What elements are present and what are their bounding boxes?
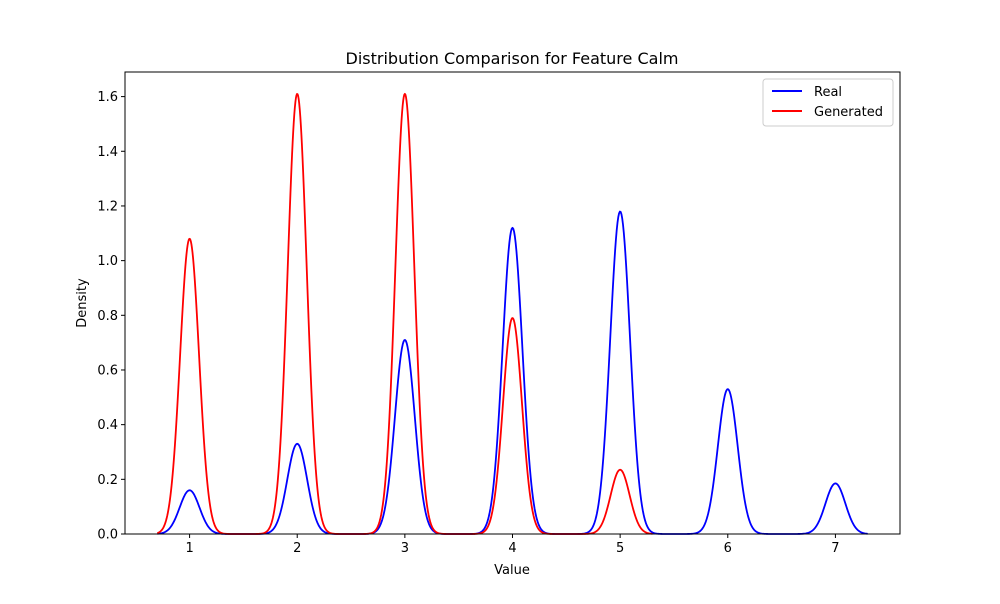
x-tick-label: 2 <box>293 541 301 556</box>
x-tick-label: 7 <box>831 541 839 556</box>
y-tick-label: 0.6 <box>97 363 118 378</box>
x-axis-ticks: 1 2 3 4 5 6 7 <box>185 534 840 556</box>
legend-real-label: Real <box>814 85 842 100</box>
x-tick-label: 6 <box>724 541 732 556</box>
chart-title: Distribution Comparison for Feature Calm <box>346 49 679 68</box>
series-line-real <box>157 210 868 535</box>
x-tick-label: 4 <box>508 541 516 556</box>
y-tick-label: 0.0 <box>97 528 118 543</box>
x-tick-label: 5 <box>616 541 624 556</box>
x-tick-label: 3 <box>401 541 409 556</box>
legend-generated-label: Generated <box>814 105 883 120</box>
y-axis-label: Density <box>75 278 90 328</box>
plot-frame <box>124 71 901 535</box>
legend: Real Generated <box>762 78 894 127</box>
y-tick-label: 1.4 <box>97 145 118 160</box>
y-axis-ticks: 0.0 0.2 0.4 0.6 0.8 1.0 1.2 1.4 1.6 <box>97 90 125 543</box>
y-tick-label: 0.8 <box>97 309 118 324</box>
y-tick-label: 1.6 <box>97 90 118 105</box>
x-axis-label: Value <box>494 563 530 578</box>
y-tick-label: 0.2 <box>97 473 118 488</box>
y-tick-label: 1.0 <box>97 254 118 269</box>
y-tick-label: 0.4 <box>97 418 118 433</box>
y-tick-label: 1.2 <box>97 199 118 214</box>
x-tick-label: 1 <box>185 541 193 556</box>
